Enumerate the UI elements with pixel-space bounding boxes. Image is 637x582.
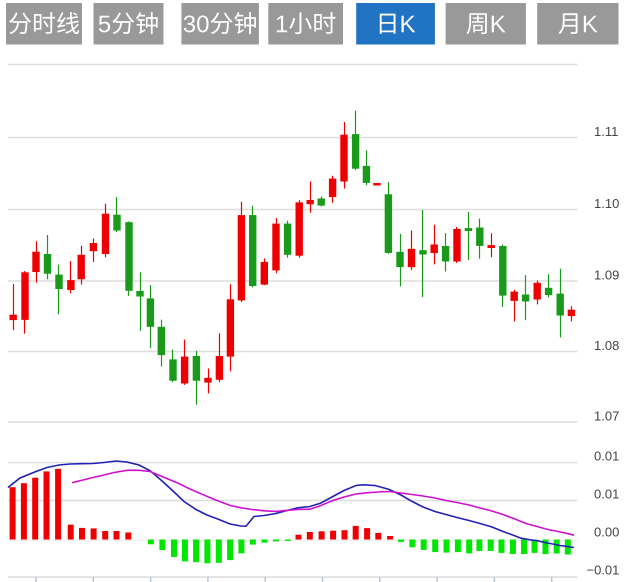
svg-text:1.07: 1.07 bbox=[594, 409, 619, 424]
svg-text:1.08: 1.08 bbox=[594, 338, 619, 353]
svg-text:0.01: 0.01 bbox=[594, 449, 619, 464]
svg-text:1.11: 1.11 bbox=[594, 124, 618, 139]
svg-text:−0.01: −0.01 bbox=[587, 563, 620, 578]
svg-text:1.09: 1.09 bbox=[594, 268, 619, 283]
svg-text:0.01: 0.01 bbox=[594, 487, 619, 502]
svg-text:1.10: 1.10 bbox=[594, 196, 619, 211]
svg-text:0.00: 0.00 bbox=[594, 525, 619, 540]
